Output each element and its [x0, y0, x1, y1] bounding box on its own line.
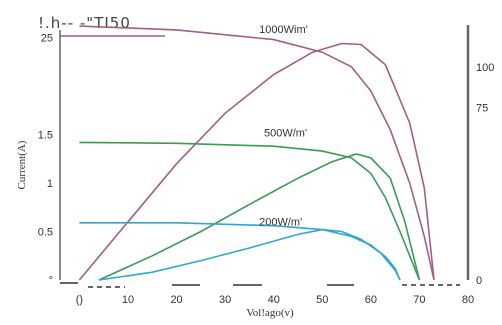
x-tick-label: 10 [122, 294, 134, 306]
bottom-axis-dashes [60, 282, 460, 288]
y-tick-labels: ° 0.5 1 1.5 25 [38, 33, 53, 287]
irradiance-labels: 1000Wim' 500W/m' 200W/m' [259, 24, 308, 229]
irradiance-label: 1000Wim' [259, 24, 308, 36]
y-tick-label: 0.5 [38, 227, 53, 239]
x-tick-label: 50 [316, 294, 328, 306]
series-group [78, 25, 435, 281]
x-tick-label: 40 [268, 294, 280, 306]
y-tick-label: 1 [47, 178, 53, 190]
right-tick-label: 100 [476, 62, 494, 74]
x-tick-labels: () 10 20 30 40 50 60 70 80 [76, 294, 474, 306]
series-1000-pv-line [78, 42, 435, 281]
series-1000-iv-line [79, 25, 435, 281]
series-500-iv-line [79, 141, 421, 281]
y-axis-title: Current(A) [16, 140, 28, 189]
y-tick-label: 1.5 [38, 130, 53, 142]
x-tick-label: 80 [462, 294, 474, 306]
right-tick-label: 75 [476, 102, 488, 114]
series-200-pv-line [98, 228, 401, 281]
x-tick-label: 60 [365, 294, 377, 306]
right-tick-label: 0 [476, 275, 482, 287]
irradiance-label: 200W/m' [259, 217, 302, 229]
x-tick-label: 20 [170, 294, 182, 306]
right-tick-labels: 100 75 0 [476, 62, 494, 287]
series-500-pv-line [98, 153, 421, 281]
x-tick-label: () [76, 294, 83, 306]
y-tick-label: ° [49, 275, 53, 287]
series-200-iv-line [79, 222, 401, 281]
header-text: !.h-- -"TI50 [38, 14, 131, 32]
x-axis-title: Vol!ago(v) [246, 307, 294, 319]
x-tick-label: 30 [219, 294, 231, 306]
irradiance-label: 500W/m' [264, 128, 307, 140]
y-tick-label: 25 [41, 33, 53, 45]
x-tick-label: 70 [413, 294, 425, 306]
